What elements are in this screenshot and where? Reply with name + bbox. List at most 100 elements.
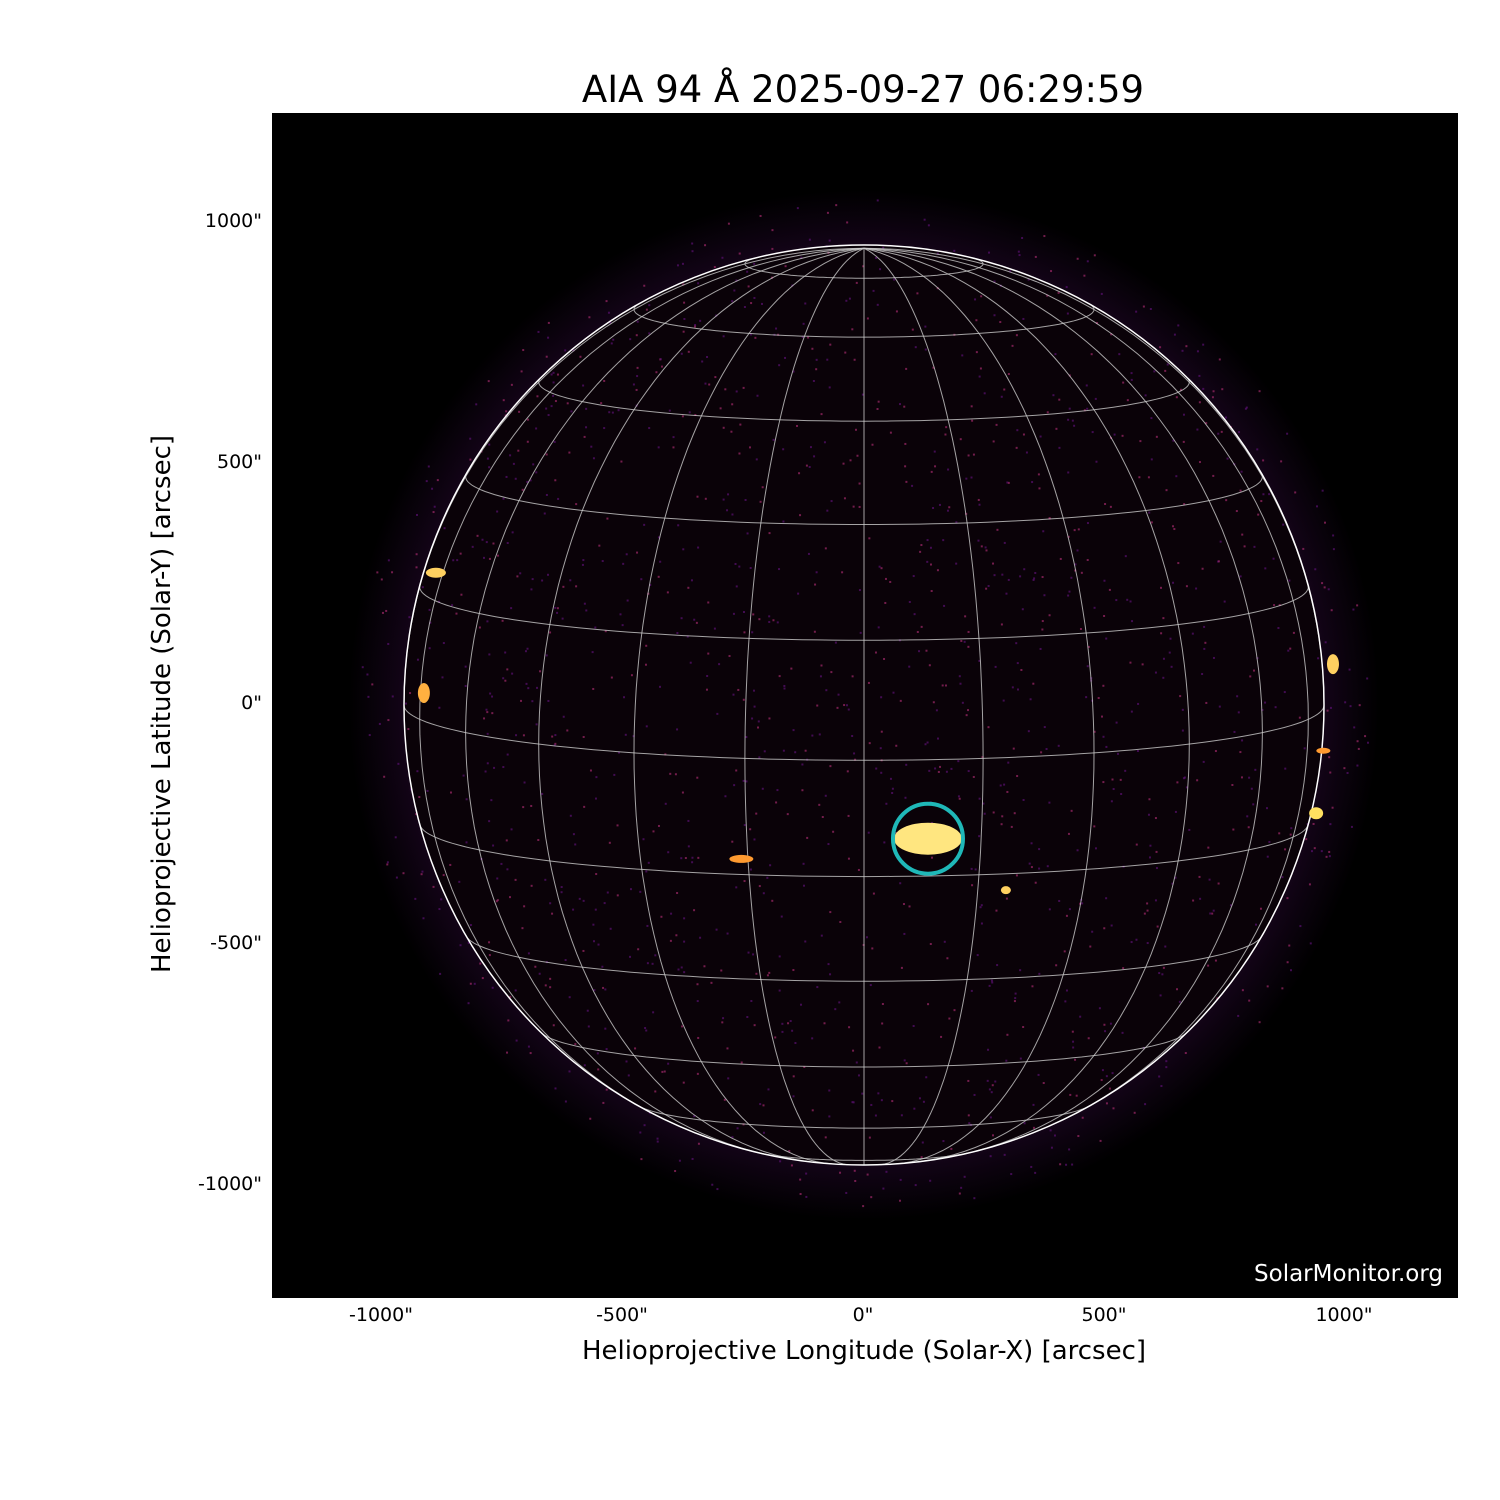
emission-speckle: [1110, 800, 1113, 803]
emission-speckle: [898, 1199, 901, 1202]
emission-speckle: [1327, 588, 1330, 591]
active-region: [417, 682, 430, 703]
emission-speckle: [1105, 1102, 1108, 1105]
emission-speckle: [754, 336, 757, 339]
emission-speckle: [718, 663, 721, 666]
emission-speckle: [510, 828, 513, 831]
emission-speckle: [1231, 783, 1234, 786]
emission-speckle: [900, 966, 903, 969]
emission-speckle: [1124, 555, 1127, 558]
emission-speckle: [380, 578, 383, 581]
emission-speckle: [502, 497, 505, 500]
emission-speckle: [853, 358, 856, 361]
emission-speckle: [1281, 987, 1284, 990]
emission-speckle: [592, 457, 595, 460]
emission-speckle: [980, 545, 983, 548]
emission-speckle: [791, 1029, 794, 1032]
emission-speckle: [539, 670, 542, 673]
emission-speckle: [655, 371, 658, 374]
emission-speckle: [959, 438, 962, 441]
emission-speckle: [1217, 560, 1220, 563]
emission-speckle: [575, 585, 578, 588]
emission-speckle: [932, 366, 935, 369]
emission-speckle: [492, 844, 495, 847]
emission-speckle: [829, 911, 832, 914]
emission-speckle: [965, 477, 968, 480]
emission-speckle: [839, 1171, 842, 1174]
y-tick: 500": [216, 451, 262, 473]
emission-speckle: [1310, 850, 1313, 853]
emission-speckle: [664, 802, 667, 805]
emission-speckle: [790, 1164, 793, 1167]
emission-speckle: [1009, 270, 1012, 273]
emission-speckle: [721, 256, 724, 259]
emission-speckle: [488, 557, 491, 560]
emission-speckle: [854, 758, 857, 761]
emission-speckle: [994, 1080, 997, 1083]
emission-speckle: [1043, 235, 1046, 238]
emission-speckle: [582, 384, 585, 387]
longitude-gridline: [863, 247, 1190, 1162]
emission-speckle: [605, 1088, 608, 1091]
emission-speckle: [772, 438, 775, 441]
emission-speckle: [686, 635, 689, 638]
emission-speckle: [572, 908, 575, 911]
emission-speckle: [1003, 783, 1006, 786]
emission-speckle: [925, 1076, 928, 1079]
emission-speckle: [792, 1095, 795, 1098]
emission-speckle: [924, 743, 927, 746]
emission-speckle: [1023, 568, 1026, 571]
emission-speckle: [1164, 369, 1167, 372]
emission-speckle: [644, 663, 647, 666]
emission-speckle: [876, 199, 879, 202]
emission-speckle: [1280, 460, 1283, 463]
emission-speckle: [1103, 614, 1106, 617]
emission-speckle: [625, 1060, 628, 1063]
emission-speckle: [637, 948, 640, 951]
emission-speckle: [1238, 431, 1241, 434]
emission-speckle: [1161, 973, 1164, 976]
emission-speckle: [1214, 750, 1217, 753]
emission-speckle: [526, 440, 529, 443]
emission-speckle: [753, 1024, 756, 1027]
emission-speckle: [750, 1000, 753, 1003]
emission-speckle: [505, 839, 508, 842]
emission-speckle: [1100, 1079, 1103, 1082]
emission-speckle: [995, 909, 998, 912]
emission-speckle: [980, 904, 983, 907]
emission-speckle: [1045, 748, 1048, 751]
emission-speckle: [972, 775, 975, 778]
emission-speckle: [753, 296, 756, 299]
emission-speckle: [839, 921, 842, 924]
emission-speckle: [1344, 701, 1347, 704]
emission-speckle: [980, 295, 983, 298]
emission-speckle: [1054, 353, 1057, 356]
emission-speckle: [708, 383, 711, 386]
emission-speckle: [652, 1011, 655, 1014]
emission-speckle: [867, 831, 870, 834]
emission-speckle: [1286, 897, 1289, 900]
emission-speckle: [1034, 1171, 1037, 1174]
emission-speckle: [681, 415, 684, 418]
emission-speckle: [1112, 1107, 1115, 1110]
emission-speckle: [828, 1089, 831, 1092]
emission-speckle: [730, 430, 733, 433]
emission-speckle: [991, 981, 994, 984]
emission-speckle: [815, 358, 818, 361]
emission-speckle: [1353, 726, 1356, 729]
emission-speckle: [511, 531, 514, 534]
emission-speckle: [661, 1070, 664, 1073]
emission-speckle: [1067, 418, 1070, 421]
emission-speckle: [884, 577, 887, 580]
emission-speckle: [720, 969, 723, 972]
emission-speckle: [744, 498, 747, 501]
emission-speckle: [532, 463, 535, 466]
emission-speckle: [1356, 604, 1359, 607]
emission-speckle: [983, 392, 986, 395]
emission-speckle: [1102, 684, 1105, 687]
emission-speckle: [797, 592, 800, 595]
emission-speckle: [841, 571, 844, 574]
emission-speckle: [731, 403, 734, 406]
emission-speckle: [1057, 291, 1060, 294]
emission-speckle: [992, 562, 995, 565]
